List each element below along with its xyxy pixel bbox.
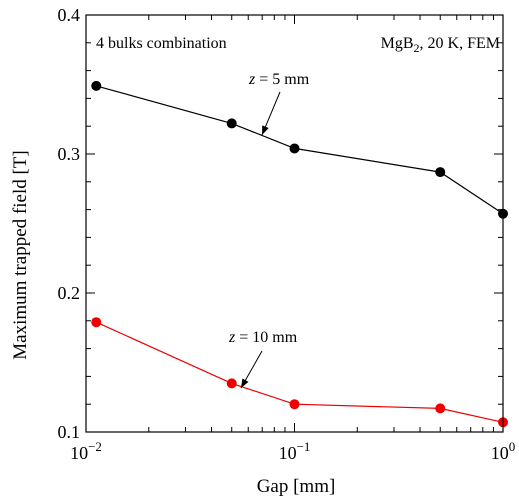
x-tick-label: 100 (491, 439, 516, 463)
data-point-series-1 (289, 143, 300, 154)
arrow-z10 (240, 350, 263, 389)
x-axis-label: Gap [mm] (257, 476, 336, 497)
y-tick-label: 0.1 (58, 422, 81, 442)
annotation-4-bulks: 4 bulks combination (96, 35, 227, 52)
series-line-1 (96, 85, 504, 215)
data-point-series-1 (91, 80, 102, 91)
annotation-arrows (240, 91, 281, 389)
y-axis-label: Maximum trapped field [T] (10, 150, 31, 359)
y-tick-label: 0.2 (58, 283, 81, 303)
data-point-series-2 (289, 399, 300, 410)
data-point-series-1 (226, 118, 237, 129)
series-label-z10: z = 10 mm (228, 329, 298, 346)
data-point-series-2 (91, 317, 102, 328)
x-tick-labels: 10−2 10−1 100 (70, 439, 515, 463)
plot-frame (85, 14, 504, 433)
data-point-series-2 (435, 403, 446, 414)
y-tick-label: 0.4 (58, 5, 81, 25)
arrow-z5 (261, 91, 281, 136)
axis-ticks (85, 14, 504, 433)
y-tick-labels: 0.1 0.2 0.3 0.4 (58, 5, 81, 442)
data-point-series-2 (226, 378, 237, 389)
annotation-material: MgB2, 20 K, FEM (381, 35, 500, 55)
x-tick-label: 10−2 (70, 439, 102, 463)
series-lines (96, 85, 504, 423)
series-label-z5: z = 5 mm (248, 71, 310, 88)
arrow-head (262, 125, 269, 135)
x-tick-label: 10−1 (279, 439, 311, 463)
series-points (91, 80, 508, 428)
data-point-series-1 (435, 167, 446, 178)
arrow-head (241, 378, 249, 388)
y-tick-label: 0.3 (58, 144, 81, 164)
